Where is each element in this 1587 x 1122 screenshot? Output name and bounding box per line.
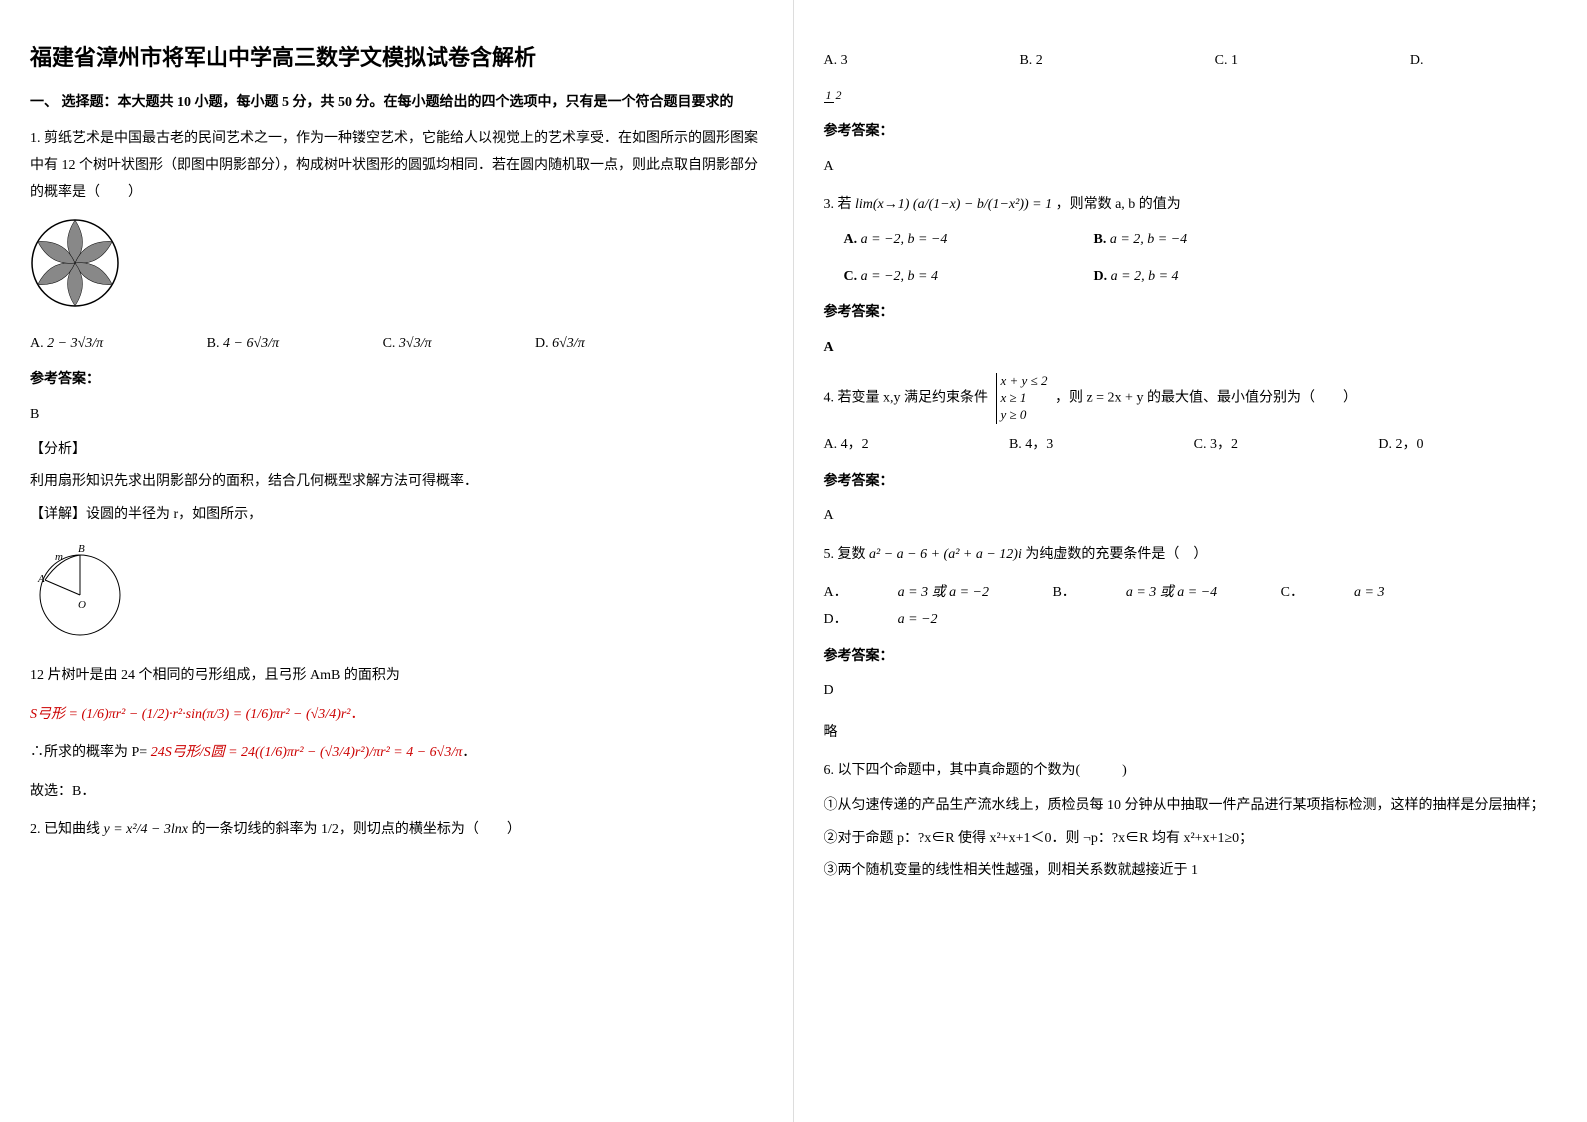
q2-opt-c: C. 1 <box>1215 48 1238 75</box>
q5-note: 略 <box>824 720 1558 747</box>
q1-answer: B <box>30 402 763 429</box>
q5-options: A．a = 3 或 a = −2 B．a = 3 或 a = −4 C．a = … <box>824 580 1558 633</box>
q1-opt-a: A. 2 − 3√3/π <box>30 331 153 358</box>
question-4: 4. 若变量 x,y 满足约束条件 x + y ≤ 2 x ≥ 1 y ≥ 0 … <box>824 373 1558 529</box>
q2-answer-label: 参考答案： <box>824 119 1558 146</box>
q3-opt-c: C. a = −2, b = 4 <box>844 264 1094 291</box>
q2-opt-a: A. 3 <box>824 48 848 75</box>
question-1: 1. 剪纸艺术是中国最古老的民间艺术之一，作为一种镂空艺术，它能给人以视觉上的艺… <box>30 126 763 805</box>
q5-answer-label: 参考答案： <box>824 644 1558 671</box>
q4-opt-c: C. 3，2 <box>1194 432 1238 459</box>
q5-text: 5. 复数 a² − a − 6 + (a² + a − 12)i 为纯虚数的充… <box>824 542 1558 569</box>
q1-opt-b: B. 4 − 6√3/π <box>207 331 329 358</box>
q3-formula: lim(x→1) (a/(1−x) − b/(1−x²)) = 1 <box>855 197 1052 212</box>
q4-answer-label: 参考答案： <box>824 469 1558 496</box>
section-header: 一、 选择题：本大题共 10 小题，每小题 5 分，共 50 分。在每小题给出的… <box>30 92 763 114</box>
q1-opt-d: D. 6√3/π <box>535 331 635 358</box>
q4-opt-b: B. 4，3 <box>1009 432 1053 459</box>
q1-opt-c: C. 3√3/π <box>383 331 482 358</box>
q2-opt-b: B. 2 <box>1019 48 1042 75</box>
q3-options: A. a = −2, b = −4 B. a = 2, b = −4 C. a … <box>844 227 1344 290</box>
question-5: 5. 复数 a² − a − 6 + (a² + a − 12)i 为纯虚数的充… <box>824 542 1558 747</box>
svg-text:A: A <box>37 573 45 585</box>
q3-opt-d: D. a = 2, b = 4 <box>1094 264 1344 291</box>
q6-text: 6. 以下四个命题中，其中真命题的个数为( ) <box>824 758 1558 785</box>
question-2: 2. 已知曲线 y = x²/4 − 3lnx 的一条切线的斜率为 1/2，则切… <box>30 817 763 844</box>
question-2-options: A. 3 B. 2 C. 1 D. 12 参考答案： A <box>824 48 1558 180</box>
q6-item2: ②对于命题 p：?x∈R 使得 x²+x+1＜0．则 ¬p：?x∈R 均有 x²… <box>824 826 1558 853</box>
q2-formula: y = x²/4 − 3lnx <box>104 822 189 837</box>
q3-text: 3. 若 lim(x→1) (a/(1−x) − b/(1−x²)) = 1 ，… <box>824 192 1558 219</box>
q5-opt-d: D．a = −2 <box>824 607 988 634</box>
question-6: 6. 以下四个命题中，其中真命题的个数为( ) ①从匀速传递的产品生产流水线上，… <box>824 758 1558 884</box>
q3-answer-label: 参考答案： <box>824 300 1558 327</box>
q6-item3: ③两个随机变量的线性相关性越强，则相关系数就越接近于 1 <box>824 858 1558 885</box>
svg-text:B: B <box>78 543 85 555</box>
q3-opt-a: A. a = −2, b = −4 <box>844 227 1094 254</box>
q4-opt-d: D. 2，0 <box>1378 432 1423 459</box>
page-title: 福建省漳州市将军山中学高三数学文模拟试卷含解析 <box>30 40 763 72</box>
svg-text:m: m <box>55 551 63 563</box>
q5-opt-b: B．a = 3 或 a = −4 <box>1052 580 1267 607</box>
q4-opt-a: A. 4，2 <box>824 432 869 459</box>
q1-text: 1. 剪纸艺术是中国最古老的民间艺术之一，作为一种镂空艺术，它能给人以视觉上的艺… <box>30 126 763 206</box>
q6-item1: ①从匀速传递的产品生产流水线上，质检员每 10 分钟从中抽取一件产品进行某项指标… <box>824 793 1558 820</box>
q1-analysis-label: 【分析】 <box>30 437 763 464</box>
q1-options: A. 2 − 3√3/π B. 4 − 6√3/π C. 3√3/π D. 6√… <box>30 331 763 358</box>
q3-opt-b: B. a = 2, b = −4 <box>1094 227 1344 254</box>
q1-prob-formula: ∴所求的概率为 P= 24S弓形/S圆 = 24((1/6)πr² − (√3/… <box>30 740 763 767</box>
q5-opt-a: A．a = 3 或 a = −2 <box>824 580 1039 607</box>
q4-answer: A <box>824 503 1558 530</box>
q5-formula: a² − a − 6 + (a² + a − 12)i <box>869 547 1022 562</box>
q2-options: A. 3 B. 2 C. 1 D. <box>824 48 1424 75</box>
q1-answer-label: 参考答案： <box>30 367 763 394</box>
q2-opt-d-cont: 12 <box>824 83 1558 110</box>
q3-answer: A <box>824 335 1558 362</box>
q4-options: A. 4，2 B. 4，3 C. 3，2 D. 2，0 <box>824 432 1424 459</box>
q2-answer: A <box>824 154 1558 181</box>
q1-detail-text1: 12 片树叶是由 24 个相同的弓形组成，且弓形 AmB 的面积为 <box>30 663 763 690</box>
q1-figure-flower <box>30 218 763 319</box>
q1-conclusion: 故选：B． <box>30 779 763 806</box>
q1-formula-1: S弓形 = (1/6)πr² − (1/2)·r²·sin(π/3) = (1/… <box>30 702 763 729</box>
q5-answer: D <box>824 678 1558 705</box>
q2-text: 2. 已知曲线 y = x²/4 − 3lnx 的一条切线的斜率为 1/2，则切… <box>30 817 763 844</box>
q4-text: 4. 若变量 x,y 满足约束条件 x + y ≤ 2 x ≥ 1 y ≥ 0 … <box>824 373 1558 424</box>
svg-text:O: O <box>78 599 86 611</box>
q1-figure-sector: A B m O <box>30 540 763 651</box>
q2-opt-d: D. <box>1410 48 1424 75</box>
q1-detail-label: 【详解】设圆的半径为 r，如图所示， <box>30 502 763 529</box>
q5-opt-c: C．a = 3 <box>1281 580 1435 607</box>
q1-analysis-text: 利用扇形知识先求出阴影部分的面积，结合几何概型求解方法可得概率． <box>30 469 763 496</box>
question-3: 3. 若 lim(x→1) (a/(1−x) − b/(1−x²)) = 1 ，… <box>824 192 1558 361</box>
